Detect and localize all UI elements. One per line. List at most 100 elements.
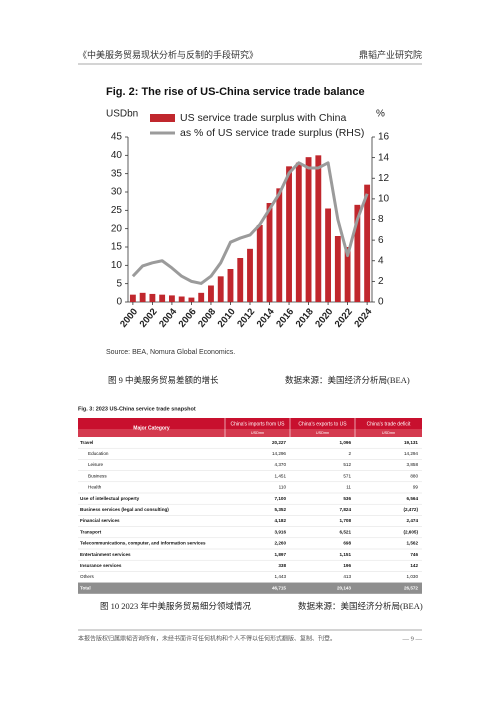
- cell-value: 536: [343, 496, 351, 501]
- bar: [247, 248, 253, 302]
- x-tick-label: 2022: [333, 306, 355, 329]
- cell-value: 1,151: [340, 552, 352, 557]
- cell-value: 2: [348, 451, 351, 456]
- row-label: Use of intellectual property: [80, 496, 140, 501]
- row-label: Financial services: [80, 518, 120, 523]
- bar: [334, 236, 341, 302]
- cell-value: 19,131: [404, 440, 418, 445]
- total-value: 46,715: [272, 585, 286, 590]
- y-tick-label: 35: [111, 168, 123, 179]
- bar: [286, 166, 292, 302]
- bar: [315, 155, 322, 302]
- y-tick-label: 25: [111, 205, 123, 216]
- cell-value: 1,096: [340, 440, 352, 445]
- bar: [256, 225, 263, 302]
- cell-value: 698: [343, 541, 351, 546]
- cell-value: 4,370: [275, 462, 287, 467]
- figure-caption: 图 10 2023 年中美服务贸易细分领域情况: [100, 601, 251, 611]
- footer-notice: 本报告版权归属鼎韬咨询所有，未经书面许可任何机构和个人不得以任何形式翻版、复制、…: [78, 634, 336, 642]
- bar: [188, 297, 195, 302]
- bar: [168, 295, 175, 302]
- y-tick-label: 45: [111, 132, 123, 143]
- total-value: 26,572: [404, 585, 418, 590]
- y2-tick-label: 6: [378, 235, 384, 246]
- y-tick-label: 20: [111, 223, 123, 234]
- legend-label: as % of US service trade surplus (RHS): [180, 127, 364, 139]
- row-label: Insurance services: [80, 563, 122, 568]
- cell-value: 2,260: [275, 541, 287, 546]
- column-header: China's imports from US: [230, 421, 285, 427]
- cell-value: 1,897: [275, 552, 287, 557]
- cell-value: 880: [410, 473, 418, 478]
- bar: [178, 296, 185, 302]
- x-tick-label: 2002: [138, 306, 160, 329]
- table-title: Fig. 3: 2023 US-China service trade snap…: [78, 406, 196, 412]
- cell-value: 196: [343, 563, 351, 568]
- cell-value: (2,605): [403, 529, 418, 534]
- cell-value: 4,182: [275, 518, 287, 523]
- cell-value: 6,564: [407, 496, 419, 501]
- x-tick-label: 2000: [118, 306, 140, 329]
- column-header: China's trade deficit: [367, 421, 411, 427]
- bar: [305, 157, 312, 302]
- y2-tick-label: 0: [378, 297, 384, 308]
- row-label: Business: [88, 473, 107, 478]
- cell-value: 6,521: [340, 529, 352, 534]
- page-number: — 9 —: [402, 635, 423, 642]
- bar: [354, 204, 361, 302]
- legend-label: US service trade surplus with China: [180, 112, 346, 124]
- bar: [295, 162, 302, 302]
- column-header: China's exports to US: [298, 421, 347, 427]
- line-series: [131, 161, 369, 285]
- y2-tick-label: 14: [378, 152, 390, 163]
- bar: [364, 184, 371, 302]
- y-tick-label: 10: [111, 260, 123, 271]
- cell-value: 3,858: [407, 462, 419, 467]
- cell-value: 413: [343, 574, 351, 579]
- bar: [159, 294, 166, 302]
- row-label: Business services (legal and consulting): [80, 507, 169, 512]
- y2-tick-label: 4: [378, 255, 384, 266]
- x-tick-label: 2008: [196, 306, 218, 329]
- bar: [237, 258, 244, 302]
- column-unit: USDmn: [316, 431, 329, 435]
- total-label: Total: [80, 585, 91, 590]
- bar: [276, 188, 283, 302]
- x-tick-label: 2012: [235, 306, 257, 329]
- column-header: Major Category: [133, 425, 170, 431]
- bar: [227, 269, 234, 302]
- cell-value: 746: [410, 552, 418, 557]
- total-value: 20,143: [337, 585, 351, 590]
- y2-axis-label: %: [376, 109, 385, 120]
- column-unit: USDmn: [382, 431, 395, 435]
- cell-value: 110: [279, 485, 287, 490]
- bar: [198, 292, 205, 302]
- y2-tick-label: 2: [378, 276, 384, 287]
- y2-tick-label: 10: [378, 194, 390, 205]
- row-label: Telecommunications, computer, and inform…: [80, 541, 206, 546]
- cell-value: 142: [410, 563, 418, 568]
- cell-value: 338: [278, 563, 286, 568]
- figure-source: 数据来源：美国经济分析局(BEA): [285, 375, 410, 385]
- bar: [217, 276, 224, 302]
- cell-value: 5,352: [275, 507, 287, 512]
- table-unit-bg: [78, 429, 422, 437]
- bar: [129, 294, 136, 302]
- cell-value: (2,472): [403, 507, 418, 512]
- x-tick-label: 2014: [255, 306, 277, 330]
- bar: [149, 293, 156, 302]
- cell-value: 1,451: [275, 473, 287, 478]
- chart-title: Fig. 2: The rise of US-China service tra…: [106, 86, 365, 98]
- row-label: Health: [88, 485, 102, 490]
- y-tick-label: 5: [116, 278, 122, 289]
- y-tick-label: 30: [111, 187, 123, 198]
- cell-value: 1,030: [407, 574, 419, 579]
- cell-value: 3,916: [275, 529, 287, 534]
- bar: [325, 208, 332, 302]
- column-unit: USDmn: [251, 431, 264, 435]
- x-tick-label: 2010: [216, 306, 238, 329]
- cell-value: 7,824: [340, 507, 352, 512]
- row-label: Education: [88, 451, 109, 456]
- cell-value: 99: [413, 485, 419, 490]
